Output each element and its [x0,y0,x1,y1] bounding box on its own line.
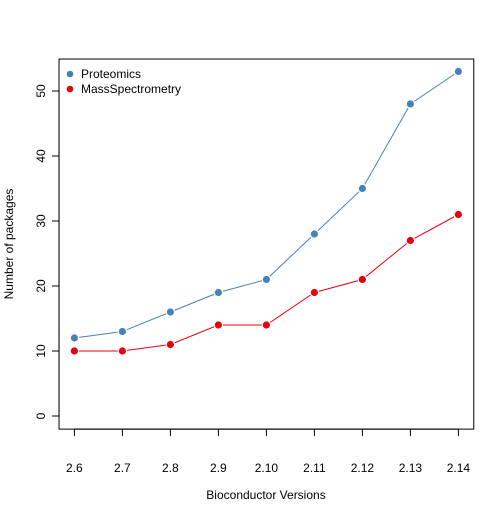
x-tick-label: 2.8 [162,461,179,475]
data-point [118,347,126,355]
y-tick-label: 10 [34,344,48,358]
data-point [70,334,78,342]
y-tick-label: 20 [34,279,48,293]
data-point [70,347,78,355]
data-point [454,67,462,75]
y-tick-label: 30 [34,214,48,228]
x-tick-label: 2.6 [66,461,83,475]
data-point [166,308,174,316]
legend-marker [66,85,74,93]
y-tick-label: 50 [34,84,48,98]
data-point [262,275,270,283]
x-tick-label: 2.10 [255,461,279,475]
data-point [214,288,222,296]
y-tick-label: 40 [34,149,48,163]
legend-label: Proteomics [81,67,141,81]
y-tick-label: 0 [34,412,48,419]
data-point [118,327,126,335]
data-point [166,340,174,348]
x-tick-label: 2.14 [447,461,471,475]
y-axis-label: Number of packages [2,189,16,300]
data-point [214,321,222,329]
legend-label: MassSpectrometry [81,82,181,96]
x-tick-label: 2.11 [303,461,326,475]
data-point [262,321,270,329]
x-tick-label: 2.12 [351,461,375,475]
data-point [310,230,318,238]
data-point [454,210,462,218]
x-axis-label: Bioconductor Versions [206,488,325,502]
legend-marker [66,70,74,78]
data-point [406,100,414,108]
data-point [358,184,366,192]
x-tick-label: 2.7 [114,461,131,475]
x-tick-label: 2.9 [210,461,227,475]
data-point [310,288,318,296]
data-point [406,236,414,244]
x-tick-label: 2.13 [399,461,423,475]
data-point [358,275,366,283]
